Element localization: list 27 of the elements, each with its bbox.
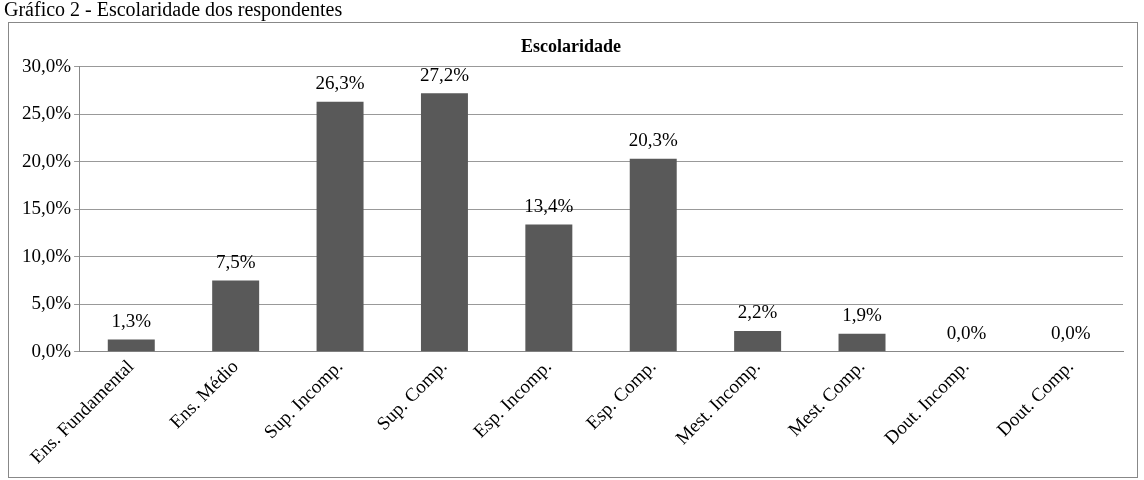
bar: [838, 333, 886, 352]
data-label: 0,0%: [1051, 322, 1091, 344]
bar: [107, 339, 155, 352]
bar: [316, 101, 364, 352]
data-label: 20,3%: [628, 129, 678, 151]
y-tick-label: 15,0%: [22, 197, 72, 219]
chart-title: Escolaridade: [520, 36, 622, 57]
y-tick-label: 5,0%: [31, 292, 72, 314]
data-label: 0,0%: [946, 322, 987, 344]
bar: [420, 93, 468, 352]
bar: [212, 280, 260, 352]
y-tick-label: 20,0%: [22, 149, 72, 171]
data-label: 7,5%: [215, 251, 256, 273]
y-tick-label: 25,0%: [22, 102, 72, 124]
data-label: 2,2%: [737, 301, 778, 323]
data-label: 27,2%: [419, 63, 470, 85]
data-label: 1,9%: [842, 304, 882, 326]
bar: [734, 330, 782, 352]
bar: [525, 224, 573, 352]
data-label: 13,4%: [524, 194, 574, 216]
text: Gráfico 2 - Escolaridade dos respondentes: [4, 0, 343, 20]
data-label: 26,3%: [315, 72, 365, 94]
y-tick-label: 10,0%: [22, 244, 72, 266]
y-tick-label: 30,0%: [22, 54, 72, 76]
bar: [629, 158, 677, 352]
y-tick-label: 0,0%: [31, 339, 72, 361]
data-label: 1,3%: [111, 309, 152, 331]
